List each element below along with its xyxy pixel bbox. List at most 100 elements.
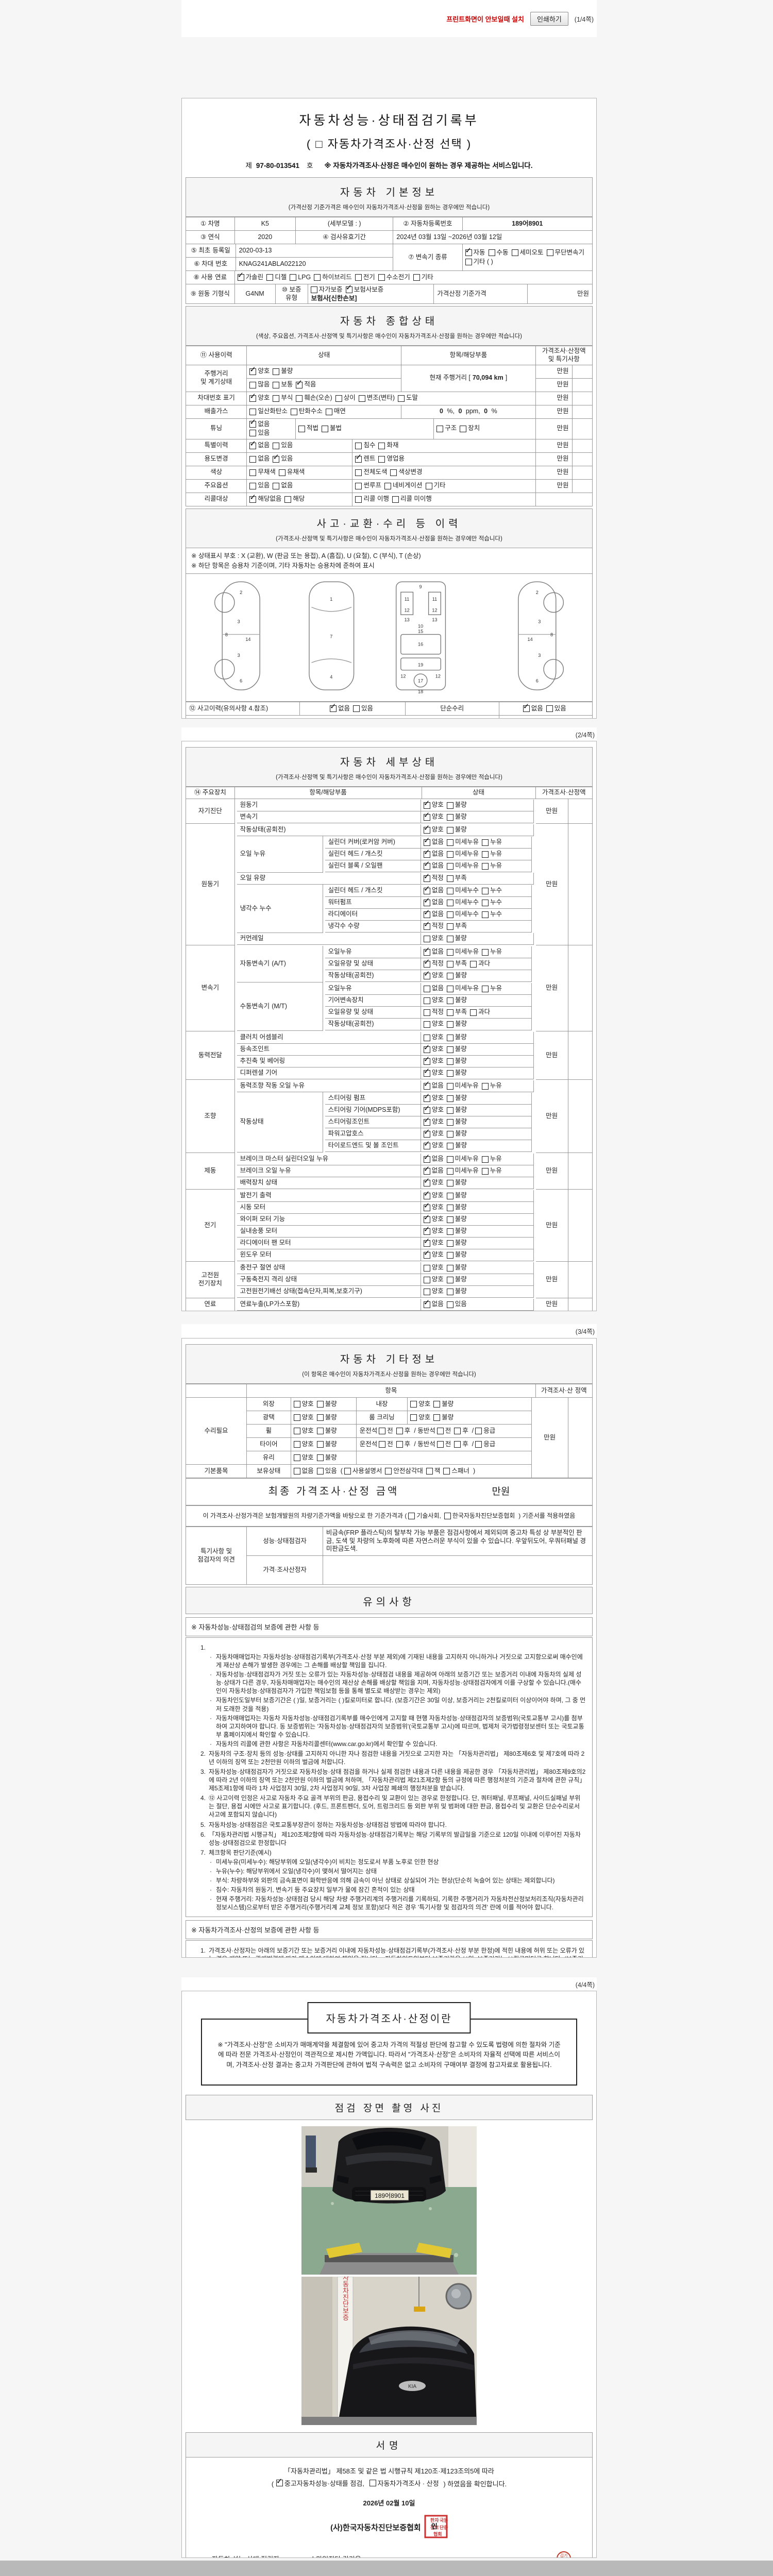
checkbox-양호[interactable]: 양호 [293, 1400, 314, 1409]
checkbox-렌트[interactable]: 렌트 [355, 453, 375, 463]
checkbox-디젤[interactable]: 디젤 [266, 274, 287, 282]
checkbox-침수[interactable]: 침수 [355, 442, 375, 450]
checkbox-있음[interactable]: 있음 [352, 705, 373, 713]
checkbox-없음[interactable]: 없음 [424, 908, 444, 919]
checkbox-가솔린[interactable]: 가솔린 [237, 271, 263, 282]
checkbox-스패너[interactable]: 스패너 [443, 1467, 469, 1476]
print-install-notice[interactable]: 프린트화면이 안보일때 설치 [446, 15, 524, 23]
checkbox-불량[interactable]: 불량 [446, 1215, 467, 1224]
checkbox-있음[interactable]: 있음 [273, 453, 293, 463]
checkbox-불량[interactable]: 불량 [433, 1414, 453, 1422]
checkbox-화재[interactable]: 화재 [378, 442, 399, 450]
checkbox-양호[interactable]: 양호 [423, 1067, 444, 1077]
checkbox-불량[interactable]: 불량 [446, 1264, 467, 1272]
checkbox-있음[interactable]: 있음 [446, 1300, 467, 1309]
checkbox-매연[interactable]: 매연 [325, 408, 346, 416]
checkbox-무채색[interactable]: 무채색 [249, 468, 276, 477]
checkbox-불량[interactable]: 불량 [446, 1239, 467, 1247]
checkbox-양호[interactable]: 양호 [424, 970, 444, 980]
checkbox-없음[interactable]: 없음 [329, 702, 350, 713]
checkbox-누수[interactable]: 누수 [482, 910, 502, 919]
checkbox-양호[interactable]: 양호 [423, 799, 444, 809]
checkbox-양호[interactable]: 양호 [293, 1440, 314, 1449]
checkbox-양호[interactable]: 양호 [423, 1225, 444, 1235]
checkbox-적법[interactable]: 적법 [298, 425, 318, 433]
checkbox-양호[interactable]: 양호 [423, 1287, 444, 1296]
checkbox-미세누유[interactable]: 미세누유 [447, 850, 479, 858]
checkbox-후[interactable]: 후 [454, 1440, 468, 1449]
checkbox-양호[interactable]: 양호 [423, 1237, 444, 1247]
checkbox-양호[interactable]: 양호 [293, 1414, 314, 1422]
checkbox-있음[interactable]: 있음 [249, 482, 270, 490]
checkbox-잭[interactable]: 잭 [426, 1467, 440, 1476]
checkbox-구조[interactable]: 구조 [436, 425, 457, 433]
checkbox-불량[interactable]: 불량 [273, 367, 293, 376]
checkbox-후[interactable]: 후 [396, 1427, 410, 1435]
checkbox-누수[interactable]: 누수 [482, 887, 502, 895]
checkbox-없음[interactable]: 없음 [249, 439, 270, 450]
checkbox-불량[interactable]: 불량 [316, 1414, 337, 1422]
checkbox-누유[interactable]: 누유 [482, 985, 502, 993]
checkbox-썬루프[interactable]: 썬루프 [355, 482, 381, 490]
bottom-scrollbar[interactable] [0, 2561, 773, 2576]
checkbox-하이브리드[interactable]: 하이브리드 [314, 274, 352, 282]
checkbox-양호[interactable]: 양호 [423, 811, 444, 821]
checkbox-양호[interactable]: 양호 [423, 1264, 444, 1272]
checkbox-전[interactable]: 전 [436, 1427, 451, 1435]
checkbox-부족[interactable]: 부족 [447, 960, 467, 968]
checkbox-누유[interactable]: 누유 [481, 1155, 502, 1163]
checkbox-양호[interactable]: 양호 [293, 1454, 314, 1462]
checkbox-후[interactable]: 후 [396, 1440, 410, 1449]
checkbox-없음[interactable]: 없음 [424, 985, 444, 993]
checkbox-불량[interactable]: 불량 [447, 1118, 467, 1126]
checkbox-불량[interactable]: 불량 [446, 826, 467, 834]
checkbox-불량[interactable]: 불량 [446, 801, 467, 809]
checkbox-없음[interactable]: 없음 [424, 836, 444, 846]
checkbox-미세누유[interactable]: 미세누유 [446, 1155, 479, 1163]
checkbox-전[interactable]: 전 [379, 1440, 393, 1449]
checkbox-영업용[interactable]: 영업용 [378, 455, 405, 463]
checkbox-전[interactable]: 전 [379, 1427, 393, 1435]
checkbox-양호[interactable]: 양호 [249, 365, 270, 376]
checkbox-불량[interactable]: 불량 [446, 1033, 467, 1042]
checkbox-LPG[interactable]: LPG [290, 274, 311, 282]
checkbox-불량[interactable]: 불량 [316, 1427, 337, 1435]
checkbox-미세누수[interactable]: 미세누수 [447, 887, 479, 895]
checkbox-기타[interactable]: 기타 [413, 274, 433, 282]
checkbox-양호[interactable]: 양호 [410, 1400, 430, 1409]
checkbox-없음[interactable]: 없음 [423, 1298, 444, 1309]
checkbox-불량[interactable]: 불량 [447, 1020, 467, 1028]
checkbox-양호[interactable]: 양호 [423, 1190, 444, 1200]
checkbox-자동[interactable]: 자동 [465, 246, 485, 257]
checkbox-부족[interactable]: 부족 [446, 874, 467, 883]
checkbox-적정[interactable]: 적정 [424, 920, 444, 930]
checkbox-불량[interactable]: 불량 [446, 1276, 467, 1284]
checkbox-수동[interactable]: 수동 [488, 249, 509, 257]
checkbox-불량[interactable]: 불량 [446, 935, 467, 943]
checkbox-미세누유[interactable]: 미세누유 [447, 985, 479, 993]
checkbox-불량[interactable]: 불량 [446, 1057, 467, 1065]
checkbox-자가보증[interactable]: 자가보증 [310, 286, 343, 294]
checkbox-기타-(-)[interactable]: 기타 ( ) [465, 258, 493, 266]
checkbox-양호[interactable]: 양호 [293, 1427, 314, 1435]
checkbox-과다[interactable]: 과다 [470, 1008, 490, 1016]
checkbox-색상변경[interactable]: 색상변경 [390, 468, 423, 477]
checkbox-없음[interactable]: 없음 [424, 885, 444, 895]
checkbox-상이[interactable]: 상이 [335, 394, 356, 402]
checkbox-양호[interactable]: 양호 [423, 1276, 444, 1284]
checkbox-자동차가격조사산정[interactable]: 자동차가격조사 · 산정 [369, 2478, 439, 2488]
checkbox-리콜-미이행[interactable]: 리콜 미이행 [392, 495, 432, 503]
checkbox-변조(변타)[interactable]: 변조(변타) [358, 394, 395, 402]
checkbox-불량[interactable]: 불량 [446, 1069, 467, 1077]
checkbox-없음[interactable]: 없음 [423, 1153, 444, 1163]
checkbox-불량[interactable]: 불량 [447, 1106, 467, 1114]
checkbox-전기[interactable]: 전기 [355, 274, 375, 282]
checkbox-적정[interactable]: 적정 [423, 872, 444, 883]
checkbox-양호[interactable]: 양호 [424, 996, 444, 1005]
checkbox-불량[interactable]: 불량 [447, 1142, 467, 1150]
checkbox-없음[interactable]: 없음 [424, 896, 444, 907]
checkbox-양호[interactable]: 양호 [424, 1116, 444, 1126]
checkbox-중고자동차성능상태점검[interactable]: 중고자동차성능·상태를 점검, [276, 2477, 364, 2488]
checkbox-있음[interactable]: 있음 [249, 429, 270, 437]
checkbox-미세누유[interactable]: 미세누유 [447, 838, 479, 846]
